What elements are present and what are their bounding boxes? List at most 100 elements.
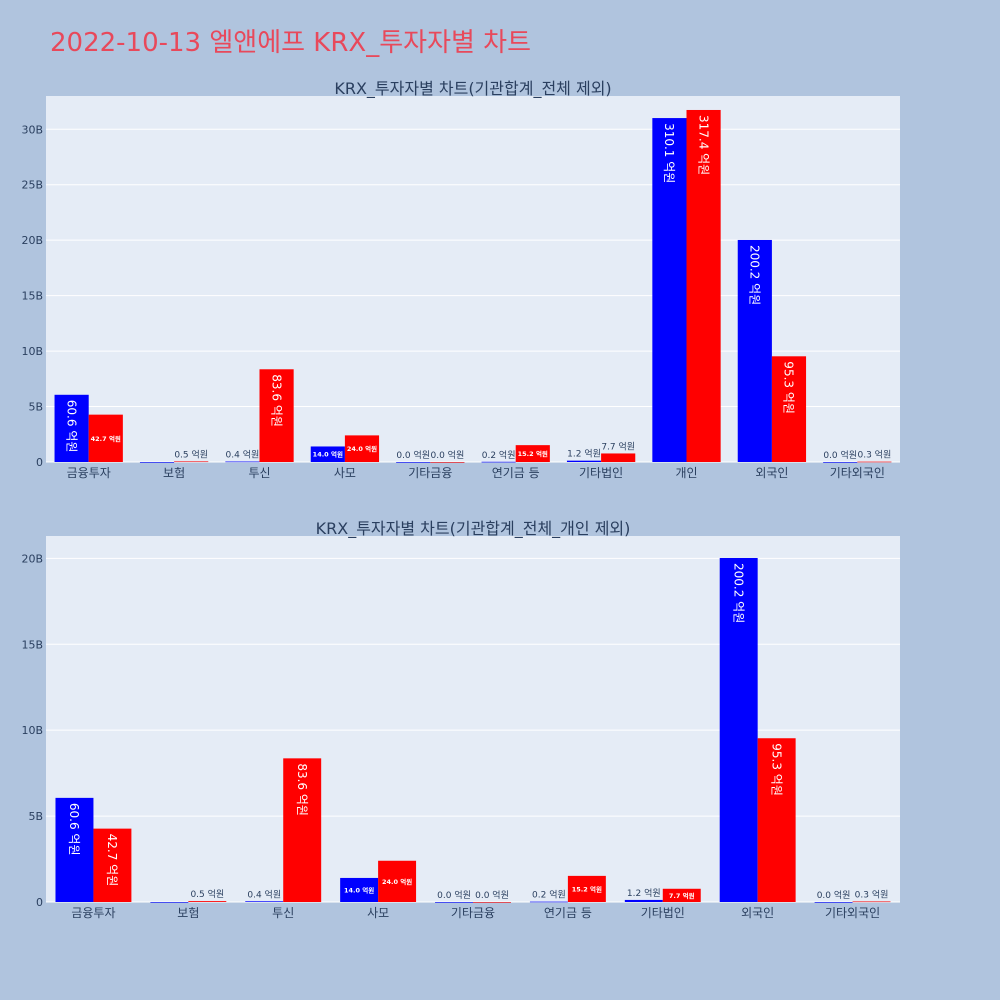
y-tick-label: 20B <box>21 234 43 247</box>
bar-series-1 <box>823 462 858 463</box>
bar-value-label: 0.4 억원 <box>226 449 260 461</box>
bar-series-1 <box>529 901 568 903</box>
x-tick-label: 금융투자 <box>71 906 115 920</box>
y-tick-label: 25B <box>21 179 43 192</box>
bar-series-1 <box>814 902 853 903</box>
chart-title: KRX_투자자별 차트(기관합계_전체 제외) <box>334 79 611 99</box>
bar-series-2 <box>686 109 721 462</box>
bar-series-1 <box>54 394 89 462</box>
bar-series-1 <box>340 877 379 902</box>
x-tick-label: 기타금융 <box>451 906 495 920</box>
bar-series-2 <box>283 758 322 902</box>
bar-series-1 <box>435 902 473 903</box>
bar-value-label: 0.2 억원 <box>482 449 516 461</box>
bar-series-2 <box>662 888 701 902</box>
x-tick-label: 금융투자 <box>67 466 111 480</box>
bar-value-label: 1.2 억원 <box>567 448 601 460</box>
bar-series-2 <box>88 414 123 462</box>
bar-series-1 <box>310 446 345 462</box>
bar-series-1 <box>737 239 772 462</box>
bar-value-label: 0.2 억원 <box>532 889 566 901</box>
bar-series-1 <box>139 462 175 463</box>
bar-value-label: 15.2 억원 <box>572 884 602 893</box>
bar-value-label: 95.3 억원 <box>782 361 796 414</box>
bar-series-2 <box>515 445 550 462</box>
bar-value-label: 95.3 억원 <box>769 743 783 796</box>
bar-series-2 <box>473 902 511 903</box>
y-tick-label: 15B <box>21 638 43 651</box>
bar-value-label: 0.3 억원 <box>858 449 892 461</box>
bar-series-2 <box>757 738 796 902</box>
bar-value-label: 0.0 억원 <box>475 889 509 901</box>
bar-value-label: 24.0 억원 <box>382 877 412 886</box>
bar-value-label: 83.6 억원 <box>295 763 309 816</box>
y-tick-label: 30B <box>21 123 43 136</box>
bar-value-label: 14.0 억원 <box>344 885 374 894</box>
bar-value-label: 200.2 억원 <box>731 563 745 623</box>
bar-series-1 <box>55 797 94 902</box>
bar-series-1 <box>652 118 687 462</box>
x-tick-label: 외국인 <box>755 466 788 480</box>
x-tick-label: 투신 <box>248 466 270 480</box>
bar-value-label: 7.7 억원 <box>669 891 695 900</box>
bar-value-label: 0.3 억원 <box>855 888 889 900</box>
y-tick-label: 0 <box>36 896 43 909</box>
x-tick-label: 기타외국인 <box>825 906 880 920</box>
bar-value-label: 60.6 억원 <box>67 803 81 856</box>
bar-series-2 <box>188 901 227 902</box>
bar-series-2 <box>601 453 636 462</box>
x-tick-label: 연기금 등 <box>492 466 540 480</box>
bar-value-label: 60.6 억원 <box>64 400 78 453</box>
x-tick-label: 투신 <box>272 906 294 920</box>
bar-series-1 <box>150 902 189 903</box>
bar-series-2 <box>852 901 891 903</box>
x-tick-label: 사모 <box>334 466 356 480</box>
y-tick-label: 5B <box>28 810 43 823</box>
bar-series-2 <box>344 435 380 462</box>
bar-value-label: 200.2 억원 <box>748 245 762 305</box>
y-tick-label: 10B <box>21 345 43 358</box>
bar-value-label: 0.0 억원 <box>396 449 430 461</box>
bar-series-1 <box>624 899 663 902</box>
bar-series-2 <box>430 462 465 463</box>
y-tick-label: 20B <box>21 552 43 565</box>
bar-value-label: 42.7 억원 <box>105 834 119 887</box>
bar-series-1 <box>396 462 431 463</box>
bar-value-label: 1.2 억원 <box>627 887 661 899</box>
x-tick-label: 개인 <box>675 466 697 480</box>
bar-value-label: 0.5 억원 <box>174 448 208 460</box>
bar-series-2 <box>378 860 417 902</box>
bar-series-2 <box>771 356 807 462</box>
bar-series-1 <box>225 461 260 463</box>
bar-series-1 <box>481 461 516 463</box>
bar-series-2 <box>174 461 209 463</box>
y-tick-label: 15B <box>21 290 43 303</box>
x-tick-label: 기타외국인 <box>830 466 885 480</box>
bar-value-label: 0.0 억원 <box>817 889 851 901</box>
bar-series-1 <box>245 901 284 902</box>
bar-value-label: 15.2 억원 <box>518 449 548 458</box>
x-tick-label: 보험 <box>177 906 199 920</box>
x-tick-label: 기타법인 <box>579 466 623 480</box>
bar-value-label: 0.0 억원 <box>431 449 465 461</box>
bar-value-label: 14.0 억원 <box>313 450 343 459</box>
bar-value-label: 0.0 억원 <box>823 449 857 461</box>
page-title: 2022-10-13 엘앤에프 KRX_투자자별 차트 <box>50 28 532 58</box>
bar-value-label: 42.7 억원 <box>91 434 121 443</box>
x-tick-label: 연기금 등 <box>544 906 592 920</box>
y-tick-label: 0 <box>36 456 43 469</box>
bar-value-label: 310.1 억원 <box>662 123 676 183</box>
bar-value-label: 0.4 억원 <box>247 888 281 900</box>
x-tick-label: 기타금융 <box>408 466 452 480</box>
bar-series-1 <box>719 557 758 902</box>
bar-series-2 <box>857 461 892 463</box>
bar-series-2 <box>567 875 606 902</box>
bar-value-label: 83.6 억원 <box>269 374 283 427</box>
y-tick-label: 5B <box>28 401 43 414</box>
bar-series-2 <box>93 828 132 902</box>
bar-series-2 <box>259 369 294 462</box>
chart-title: KRX_투자자별 차트(기관합계_전체_개인 제외) <box>316 519 631 539</box>
y-tick-label: 10B <box>21 724 43 737</box>
bar-value-label: 0.0 억원 <box>437 889 471 901</box>
